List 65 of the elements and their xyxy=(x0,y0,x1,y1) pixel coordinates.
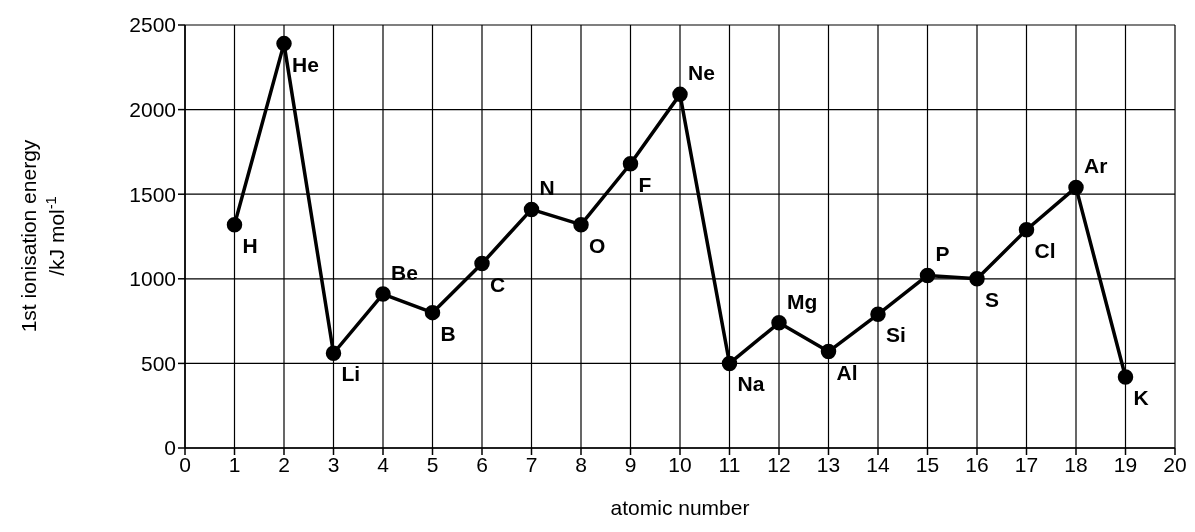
x-tick-label: 13 xyxy=(816,452,841,476)
annotation: F xyxy=(638,172,652,196)
y-tick-label: 1000 xyxy=(129,267,176,291)
x-tick-label: 9 xyxy=(624,452,637,476)
x-tick-label: 4 xyxy=(377,452,390,476)
annotation: B xyxy=(440,321,456,345)
x-tick-label: 1 xyxy=(228,452,241,476)
x-tick-label: 3 xyxy=(327,452,340,476)
x-tick-label: 20 xyxy=(1163,452,1187,476)
annotation: Li xyxy=(341,362,361,386)
point xyxy=(375,286,391,302)
y-tick-label: 2000 xyxy=(129,98,176,122)
y-tick-label: 1500 xyxy=(129,182,176,206)
point xyxy=(771,315,787,331)
x-tick-label: 10 xyxy=(668,452,692,476)
point xyxy=(474,255,490,272)
point xyxy=(622,155,639,172)
x-tick-label: 16 xyxy=(965,452,989,476)
annotation: S xyxy=(985,287,1000,311)
annotation: Ar xyxy=(1084,154,1108,178)
x-tick-label: 5 xyxy=(426,452,439,476)
point xyxy=(919,267,936,284)
annotation: Ne xyxy=(688,61,715,85)
annotation: N xyxy=(539,176,555,200)
annotation: Si xyxy=(886,323,906,347)
point xyxy=(1018,221,1035,238)
point xyxy=(573,216,589,233)
x-tick-label: 18 xyxy=(1064,452,1088,476)
x-tick-label: 15 xyxy=(915,452,940,476)
x-tick-label: 19 xyxy=(1113,452,1138,476)
point xyxy=(721,355,738,372)
annotation: P xyxy=(935,242,950,266)
annotation: Al xyxy=(836,360,858,384)
y-tick-label: 2500 xyxy=(129,13,176,37)
annotation: K xyxy=(1133,385,1149,409)
y-tick-label: 500 xyxy=(140,351,176,375)
point xyxy=(1117,369,1134,385)
x-tick-label: 14 xyxy=(866,452,890,476)
annotation: C xyxy=(490,272,506,296)
y-tick-label: 0 xyxy=(164,436,176,460)
point xyxy=(276,35,292,52)
x-tick-label: 12 xyxy=(767,452,791,476)
annotation: H xyxy=(242,233,258,257)
point xyxy=(424,304,441,321)
x-tick-label: 6 xyxy=(476,452,488,476)
x-tick-label: 2 xyxy=(278,452,290,476)
point xyxy=(325,345,342,361)
annotation: Cl xyxy=(1034,238,1056,262)
point xyxy=(226,216,243,233)
point xyxy=(870,306,886,323)
point xyxy=(523,201,540,218)
x-tick-label: 17 xyxy=(1014,452,1039,476)
point xyxy=(820,343,837,360)
x-tick-label: 11 xyxy=(718,452,741,476)
annotation: Mg xyxy=(787,289,818,313)
x-tick-label: 7 xyxy=(525,452,538,476)
point xyxy=(969,271,985,287)
annotation: O xyxy=(589,233,606,257)
annotation: Na xyxy=(737,372,765,396)
point xyxy=(1068,179,1084,196)
x-tick-label: 0 xyxy=(179,452,191,476)
x-axis-title: atomic number xyxy=(610,495,750,519)
annotation: He xyxy=(292,52,319,76)
point xyxy=(672,86,688,103)
x-tick-label: 8 xyxy=(575,452,587,476)
